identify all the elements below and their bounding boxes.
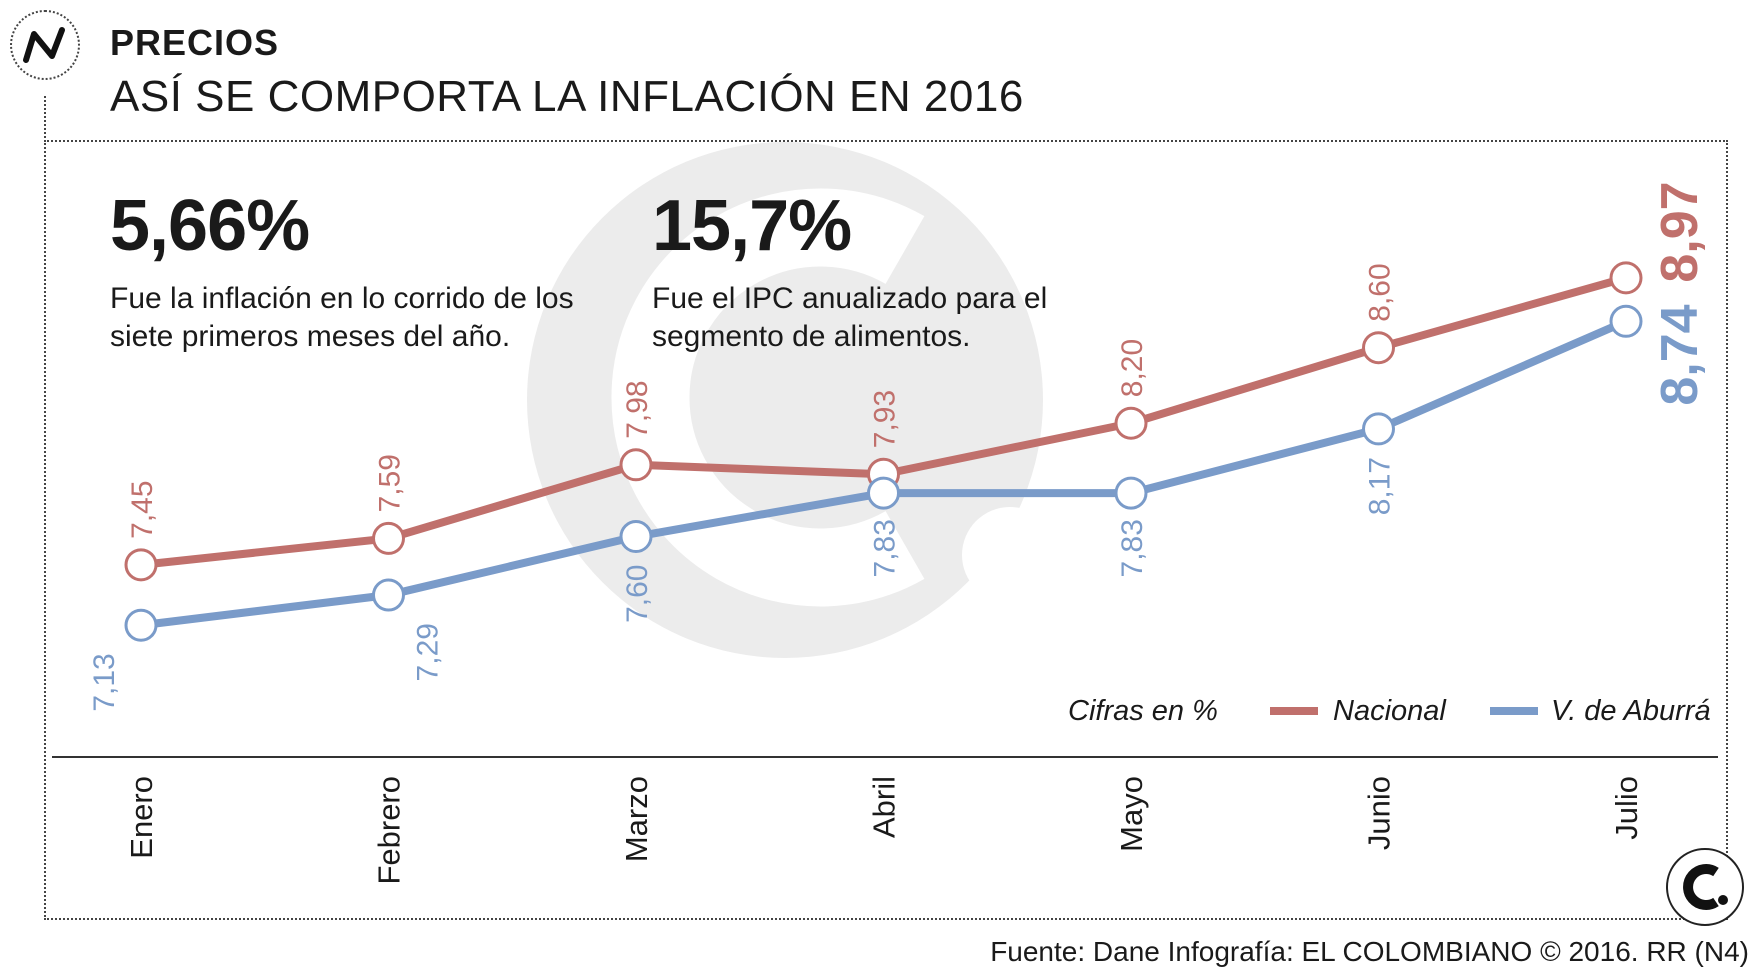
stat-food-ipc: 15,7% Fue el IPC anualizado para el segm… (652, 190, 1052, 356)
data-label-nacional: 8,60 (1364, 263, 1397, 321)
legend-aburra-label: V. de Aburrá (1551, 695, 1711, 727)
data-point-nacional (619, 448, 653, 482)
x-tick-label: Mayo (1114, 776, 1149, 852)
units-note: Cifras en % (1068, 695, 1218, 727)
data-label-nacional: 7,45 (126, 480, 159, 538)
x-tick-label: Febrero (372, 776, 407, 885)
section-label: PRECIOS (110, 22, 280, 63)
stat-inflation-ytd: 5,66% Fue la inflación en lo corrido de … (110, 190, 590, 356)
data-label-aburra: 8,17 (1364, 457, 1397, 515)
data-point-aburra (1609, 304, 1643, 338)
data-point-aburra (1362, 412, 1395, 446)
data-label-nacional: 7,93 (869, 390, 902, 448)
data-label-aburra: 7,83 (1116, 519, 1149, 577)
data-label-nacional: 8,20 (1116, 339, 1149, 397)
x-tick-label: Enero (124, 776, 159, 859)
data-label-nacional: 8,97 (1651, 181, 1709, 282)
frame-connector (44, 96, 48, 142)
data-label-aburra: 8,74 (1651, 304, 1709, 405)
legend: Cifras en % Nacional V. de Aburrá (1068, 695, 1711, 727)
data-point-aburra (372, 578, 405, 612)
page-title: ASÍ SE COMPORTA LA INFLACIÓN EN 2016 (110, 72, 1024, 121)
data-label-aburra: 7,60 (621, 565, 654, 623)
data-point-nacional (1362, 331, 1395, 365)
data-point-aburra (619, 520, 653, 554)
data-point-aburra (867, 476, 900, 510)
stat-description: Fue la inflación en lo corrido de los si… (110, 282, 574, 353)
trend-line-icon (10, 10, 80, 80)
stat-value: 5,66% (110, 186, 310, 266)
data-point-nacional (1114, 406, 1148, 440)
x-tick-label: Marzo (619, 776, 654, 862)
x-tick-label: Abril (867, 776, 902, 838)
data-point-nacional (124, 548, 158, 582)
x-tick-label: Julio (1609, 776, 1644, 840)
data-label-nacional: 7,59 (374, 454, 407, 512)
data-point-nacional (1609, 261, 1643, 295)
data-label-aburra: 7,13 (88, 653, 121, 711)
data-label-nacional: 7,98 (621, 380, 654, 438)
data-point-aburra (124, 608, 158, 642)
source-credit: Fuente: Dane Infografía: EL COLOMBIANO ©… (990, 936, 1749, 967)
el-colombiano-logo-icon (1666, 848, 1744, 926)
data-point-aburra (1114, 476, 1148, 510)
legend-nacional-label: Nacional (1333, 695, 1447, 727)
chart-frame (44, 140, 1728, 920)
data-label-aburra: 7,83 (869, 519, 902, 577)
data-point-nacional (372, 521, 405, 555)
stat-value: 15,7% (652, 186, 852, 266)
stat-description: Fue el IPC anualizado para el segmento d… (652, 282, 1048, 353)
data-label-aburra: 7,29 (412, 623, 445, 681)
x-tick-label: Junio (1362, 776, 1397, 850)
